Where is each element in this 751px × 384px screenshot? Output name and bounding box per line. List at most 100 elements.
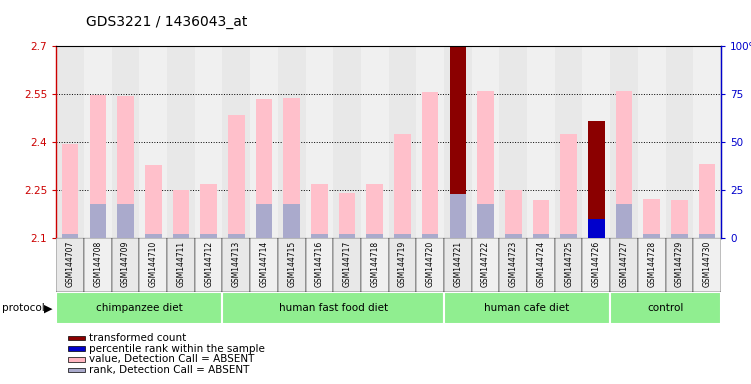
Bar bbox=[583, 238, 610, 292]
Bar bbox=[222, 238, 250, 292]
Bar bbox=[250, 238, 278, 292]
Bar bbox=[278, 46, 306, 238]
Bar bbox=[56, 46, 84, 238]
Bar bbox=[283, 204, 300, 238]
Bar bbox=[478, 91, 494, 238]
Text: GSM144723: GSM144723 bbox=[508, 241, 517, 287]
Bar bbox=[250, 46, 278, 238]
Bar bbox=[588, 121, 605, 238]
Bar bbox=[228, 115, 245, 238]
Text: GSM144715: GSM144715 bbox=[287, 241, 296, 287]
Bar bbox=[394, 234, 411, 238]
Bar bbox=[499, 238, 527, 292]
Text: human cafe diet: human cafe diet bbox=[484, 303, 570, 313]
Bar bbox=[201, 184, 217, 238]
Text: GSM144710: GSM144710 bbox=[149, 241, 158, 287]
Bar bbox=[389, 46, 416, 238]
Bar bbox=[117, 96, 134, 238]
Bar bbox=[167, 46, 195, 238]
Bar bbox=[472, 238, 499, 292]
Bar bbox=[644, 199, 660, 238]
Bar bbox=[333, 46, 361, 238]
Bar bbox=[366, 184, 383, 238]
Bar bbox=[698, 234, 716, 238]
Bar bbox=[583, 46, 610, 238]
Bar bbox=[306, 46, 333, 238]
Bar bbox=[222, 46, 250, 238]
Bar bbox=[361, 238, 389, 292]
Bar bbox=[56, 238, 84, 292]
Bar bbox=[145, 234, 161, 238]
Bar bbox=[89, 204, 106, 238]
Bar bbox=[195, 238, 222, 292]
Bar bbox=[140, 46, 167, 238]
Bar bbox=[422, 234, 439, 238]
Bar bbox=[89, 95, 106, 238]
Text: GSM144711: GSM144711 bbox=[176, 241, 185, 287]
Bar bbox=[610, 238, 638, 292]
Text: GSM144716: GSM144716 bbox=[315, 241, 324, 287]
Text: GSM144719: GSM144719 bbox=[398, 241, 407, 287]
Bar bbox=[505, 234, 521, 238]
Bar bbox=[112, 46, 140, 238]
Bar bbox=[638, 238, 665, 292]
Text: percentile rank within the sample: percentile rank within the sample bbox=[89, 344, 265, 354]
Bar bbox=[84, 46, 112, 238]
Bar bbox=[112, 238, 140, 292]
Bar bbox=[306, 238, 333, 292]
Bar bbox=[665, 238, 693, 292]
Text: GSM144714: GSM144714 bbox=[260, 241, 269, 287]
Bar bbox=[361, 46, 389, 238]
Text: GSM144712: GSM144712 bbox=[204, 241, 213, 287]
Bar bbox=[560, 234, 577, 238]
Text: GSM144720: GSM144720 bbox=[426, 241, 435, 287]
Bar bbox=[671, 234, 688, 238]
Bar bbox=[693, 46, 721, 238]
Bar bbox=[222, 292, 444, 324]
Bar bbox=[444, 292, 610, 324]
Bar bbox=[616, 204, 632, 238]
Bar bbox=[311, 234, 327, 238]
Text: GSM144729: GSM144729 bbox=[675, 241, 684, 287]
Text: GSM144725: GSM144725 bbox=[564, 241, 573, 287]
Bar bbox=[478, 204, 494, 238]
Bar bbox=[444, 46, 472, 238]
Bar bbox=[671, 200, 688, 238]
Text: human fast food diet: human fast food diet bbox=[279, 303, 388, 313]
Bar bbox=[167, 238, 195, 292]
Text: transformed count: transformed count bbox=[89, 333, 186, 343]
Bar bbox=[555, 46, 583, 238]
Text: GSM144724: GSM144724 bbox=[536, 241, 545, 287]
Bar bbox=[416, 238, 444, 292]
Bar bbox=[84, 238, 112, 292]
Text: protocol: protocol bbox=[2, 303, 44, 313]
Text: GDS3221 / 1436043_at: GDS3221 / 1436043_at bbox=[86, 15, 248, 29]
Text: GSM144718: GSM144718 bbox=[370, 241, 379, 287]
Bar bbox=[140, 238, 167, 292]
Bar bbox=[532, 200, 549, 238]
Text: GSM144709: GSM144709 bbox=[121, 241, 130, 287]
Bar bbox=[145, 166, 161, 238]
Bar bbox=[278, 238, 306, 292]
Bar bbox=[228, 234, 245, 238]
Bar bbox=[255, 204, 273, 238]
Bar bbox=[117, 204, 134, 238]
Bar bbox=[311, 184, 327, 238]
Bar bbox=[283, 98, 300, 238]
Text: ▶: ▶ bbox=[44, 303, 52, 313]
Bar bbox=[560, 134, 577, 238]
Bar bbox=[422, 93, 439, 238]
Bar bbox=[339, 234, 355, 238]
Bar bbox=[416, 46, 444, 238]
Text: GSM144727: GSM144727 bbox=[620, 241, 629, 287]
Bar bbox=[527, 238, 555, 292]
Text: GSM144726: GSM144726 bbox=[592, 241, 601, 287]
Bar bbox=[527, 46, 555, 238]
Bar bbox=[644, 234, 660, 238]
Bar bbox=[173, 190, 189, 238]
Bar bbox=[444, 238, 472, 292]
Bar bbox=[588, 219, 605, 238]
Bar bbox=[255, 99, 273, 238]
Bar bbox=[173, 234, 189, 238]
Bar bbox=[638, 46, 665, 238]
